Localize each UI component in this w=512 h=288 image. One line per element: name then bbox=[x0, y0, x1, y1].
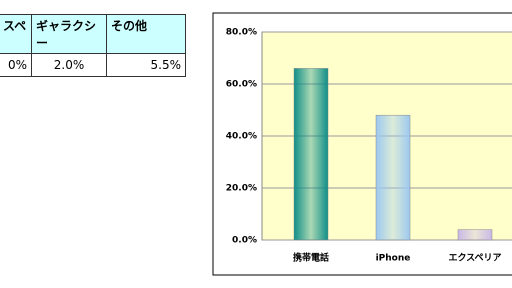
y-tick-label: 20.0% bbox=[226, 184, 257, 194]
header-cell: その他 bbox=[106, 14, 186, 54]
cell: 5.5% bbox=[106, 53, 186, 77]
y-tick-label: 80.0% bbox=[226, 28, 257, 38]
header-cell: スペ bbox=[0, 14, 32, 54]
bar bbox=[457, 229, 493, 241]
share-table: スペ ギャラクシー その他 0% 2.0% 5.5% bbox=[0, 14, 186, 77]
table-row: 0% 2.0% 5.5% bbox=[0, 53, 186, 77]
y-tick-label: 60.0% bbox=[226, 80, 257, 90]
x-tick-label: エクスペリア bbox=[448, 253, 501, 264]
bar bbox=[375, 114, 411, 241]
x-tick-label: 携帯電話 bbox=[293, 252, 329, 264]
y-tick-label: 0.0% bbox=[232, 236, 257, 246]
bar bbox=[293, 68, 329, 241]
x-tick-label: iPhone bbox=[376, 254, 411, 264]
y-tick-label: 40.0% bbox=[226, 132, 257, 142]
